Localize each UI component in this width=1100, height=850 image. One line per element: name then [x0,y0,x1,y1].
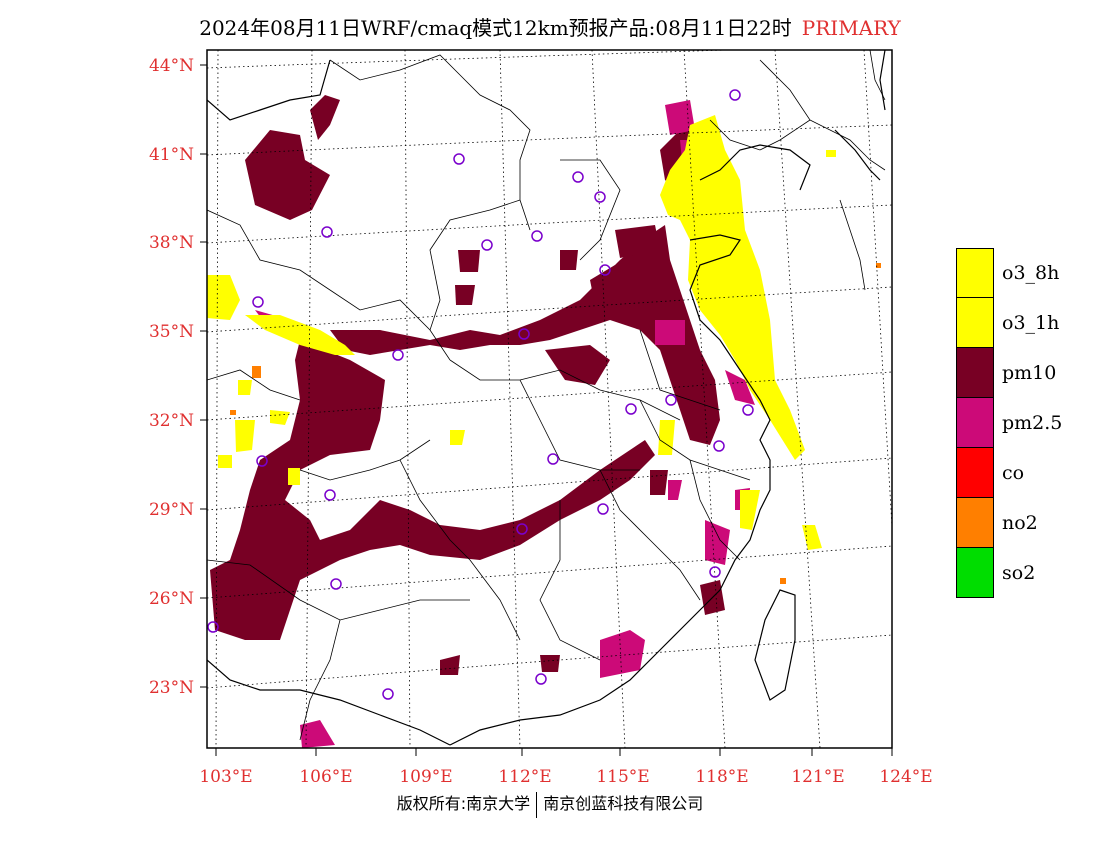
station-marker [256,455,268,467]
station-marker [330,578,342,590]
legend-label: so2 [1002,562,1036,584]
station-marker [207,621,219,633]
pm10-area [210,95,725,675]
lat-label: 44°N [149,56,194,76]
footer-separator [536,791,538,818]
o3-area [207,115,836,550]
legend-label: o3_1h [1002,312,1060,334]
no2-area [230,263,881,584]
lon-label: 112°E [498,767,551,787]
lon-label: 115°E [596,767,649,787]
legend-label: pm2.5 [1002,412,1063,434]
map-title: 2024年08月11日WRF/cmaq模式12km预报产品:08月11日22时 P… [0,12,1100,41]
lon-label: 124°E [879,767,932,787]
map-frame [206,49,893,749]
station-markers [207,89,754,700]
title-tag: PRIMARY [801,16,901,40]
station-marker [321,226,333,238]
lat-label: 32°N [149,411,194,431]
longitude-labels: 103°E 106°E 109°E 112°E 115°E 118°E 121°… [199,767,932,787]
legend-swatch [956,498,994,548]
legend-swatch [956,448,994,498]
lon-label: 121°E [791,767,844,787]
longitude-axis [215,748,893,756]
lat-label: 38°N [149,233,194,253]
station-marker [594,191,606,203]
station-marker [572,171,584,183]
coastline [207,50,886,746]
station-marker [531,230,543,242]
legend-label: o3_8h [1002,262,1060,284]
station-marker [516,523,528,535]
footer-left: 版权所有:南京大学 [396,794,531,813]
lon-label: 106°E [299,767,352,787]
legend-swatch [956,248,994,298]
title-main: 2024年08月11日WRF/cmaq模式12km预报产品:08月11日22时 [199,16,792,40]
station-marker [392,349,404,361]
station-marker [625,403,637,415]
footer-right: 南京创蓝科技有限公司 [543,794,704,813]
station-marker [709,566,721,578]
lat-label: 29°N [149,500,194,520]
legend-label: co [1002,462,1025,484]
lon-label: 118°E [695,767,748,787]
station-marker [597,503,609,515]
legend-swatch [956,548,994,598]
station-marker [547,453,559,465]
lon-label: 103°E [199,767,252,787]
lat-label: 26°N [149,589,194,609]
station-marker [324,489,336,501]
legend-label: pm10 [1002,362,1057,384]
copyright-footer: 版权所有:南京大学 南京创蓝科技有限公司 [0,790,1100,818]
station-marker [382,688,394,700]
legend-label: no2 [1002,512,1038,534]
lon-label: 109°E [399,767,452,787]
station-marker [453,153,465,165]
latitude-labels: 44°N 41°N 38°N 35°N 32°N 29°N 26°N 23°N [149,56,194,698]
station-marker [599,264,611,276]
lat-label: 23°N [149,678,194,698]
legend-swatch [956,348,994,398]
station-marker [729,89,741,101]
province-boundaries [207,50,886,741]
station-marker [713,440,725,452]
station-marker [252,296,264,308]
lat-label: 41°N [149,145,194,165]
legend-swatch [956,398,994,448]
station-marker [665,394,677,406]
station-marker [742,404,754,416]
station-marker [518,328,530,340]
latitude-axis [200,64,207,688]
legend-swatch [956,298,994,348]
station-marker [535,673,547,685]
lat-label: 35°N [149,322,194,342]
station-marker [481,239,493,251]
